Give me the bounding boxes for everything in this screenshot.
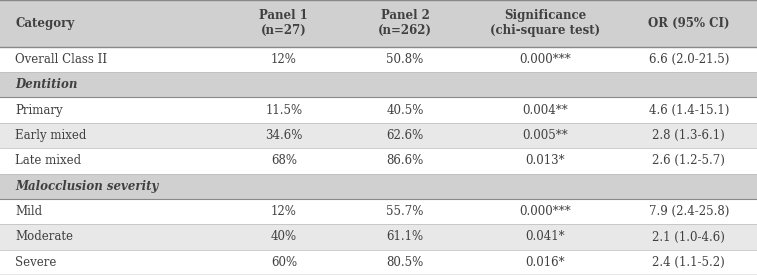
Text: 12%: 12% — [271, 205, 297, 218]
Text: 2.6 (1.2-5.7): 2.6 (1.2-5.7) — [653, 154, 725, 167]
Text: 2.4 (1.1-5.2): 2.4 (1.1-5.2) — [653, 256, 725, 269]
Text: 68%: 68% — [271, 154, 297, 167]
Text: 40%: 40% — [271, 230, 297, 243]
Text: 80.5%: 80.5% — [386, 256, 424, 269]
Text: 11.5%: 11.5% — [265, 104, 303, 117]
Text: 2.8 (1.3-6.1): 2.8 (1.3-6.1) — [653, 129, 725, 142]
Text: 40.5%: 40.5% — [386, 104, 424, 117]
Text: Significance
(chi-square test): Significance (chi-square test) — [490, 9, 600, 37]
Text: 6.6 (2.0-21.5): 6.6 (2.0-21.5) — [649, 53, 729, 66]
Text: 4.6 (1.4-15.1): 4.6 (1.4-15.1) — [649, 104, 729, 117]
Text: 50.8%: 50.8% — [386, 53, 424, 66]
FancyBboxPatch shape — [0, 123, 757, 148]
Text: 0.016*: 0.016* — [525, 256, 565, 269]
Text: 0.041*: 0.041* — [525, 230, 565, 243]
Text: 0.000***: 0.000*** — [519, 205, 571, 218]
Text: Dentition: Dentition — [15, 78, 77, 91]
Text: Severe: Severe — [15, 256, 57, 269]
FancyBboxPatch shape — [0, 148, 757, 174]
Text: Panel 1
(n=27): Panel 1 (n=27) — [260, 9, 308, 37]
Text: 60%: 60% — [271, 256, 297, 269]
Text: 0.000***: 0.000*** — [519, 53, 571, 66]
Text: 61.1%: 61.1% — [386, 230, 424, 243]
FancyBboxPatch shape — [0, 174, 757, 199]
Text: Primary: Primary — [15, 104, 63, 117]
Text: Panel 2
(n=262): Panel 2 (n=262) — [378, 9, 432, 37]
Text: Early mixed: Early mixed — [15, 129, 86, 142]
Text: 12%: 12% — [271, 53, 297, 66]
FancyBboxPatch shape — [0, 250, 757, 275]
Text: 86.6%: 86.6% — [386, 154, 424, 167]
Text: Malocclusion severity: Malocclusion severity — [15, 180, 158, 193]
Text: Late mixed: Late mixed — [15, 154, 81, 167]
Text: 0.013*: 0.013* — [525, 154, 565, 167]
Text: Overall Class II: Overall Class II — [15, 53, 107, 66]
Text: Category: Category — [15, 17, 74, 30]
Text: OR (95% CI): OR (95% CI) — [648, 17, 730, 30]
Text: 62.6%: 62.6% — [386, 129, 424, 142]
FancyBboxPatch shape — [0, 0, 757, 47]
Text: Moderate: Moderate — [15, 230, 73, 243]
FancyBboxPatch shape — [0, 224, 757, 250]
Text: 7.9 (2.4-25.8): 7.9 (2.4-25.8) — [649, 205, 729, 218]
Text: 55.7%: 55.7% — [386, 205, 424, 218]
Text: Mild: Mild — [15, 205, 42, 218]
FancyBboxPatch shape — [0, 97, 757, 123]
Text: 34.6%: 34.6% — [265, 129, 303, 142]
Text: 2.1 (1.0-4.6): 2.1 (1.0-4.6) — [653, 230, 725, 243]
FancyBboxPatch shape — [0, 199, 757, 224]
FancyBboxPatch shape — [0, 47, 757, 72]
Text: 0.005**: 0.005** — [522, 129, 568, 142]
Text: 0.004**: 0.004** — [522, 104, 568, 117]
FancyBboxPatch shape — [0, 72, 757, 97]
